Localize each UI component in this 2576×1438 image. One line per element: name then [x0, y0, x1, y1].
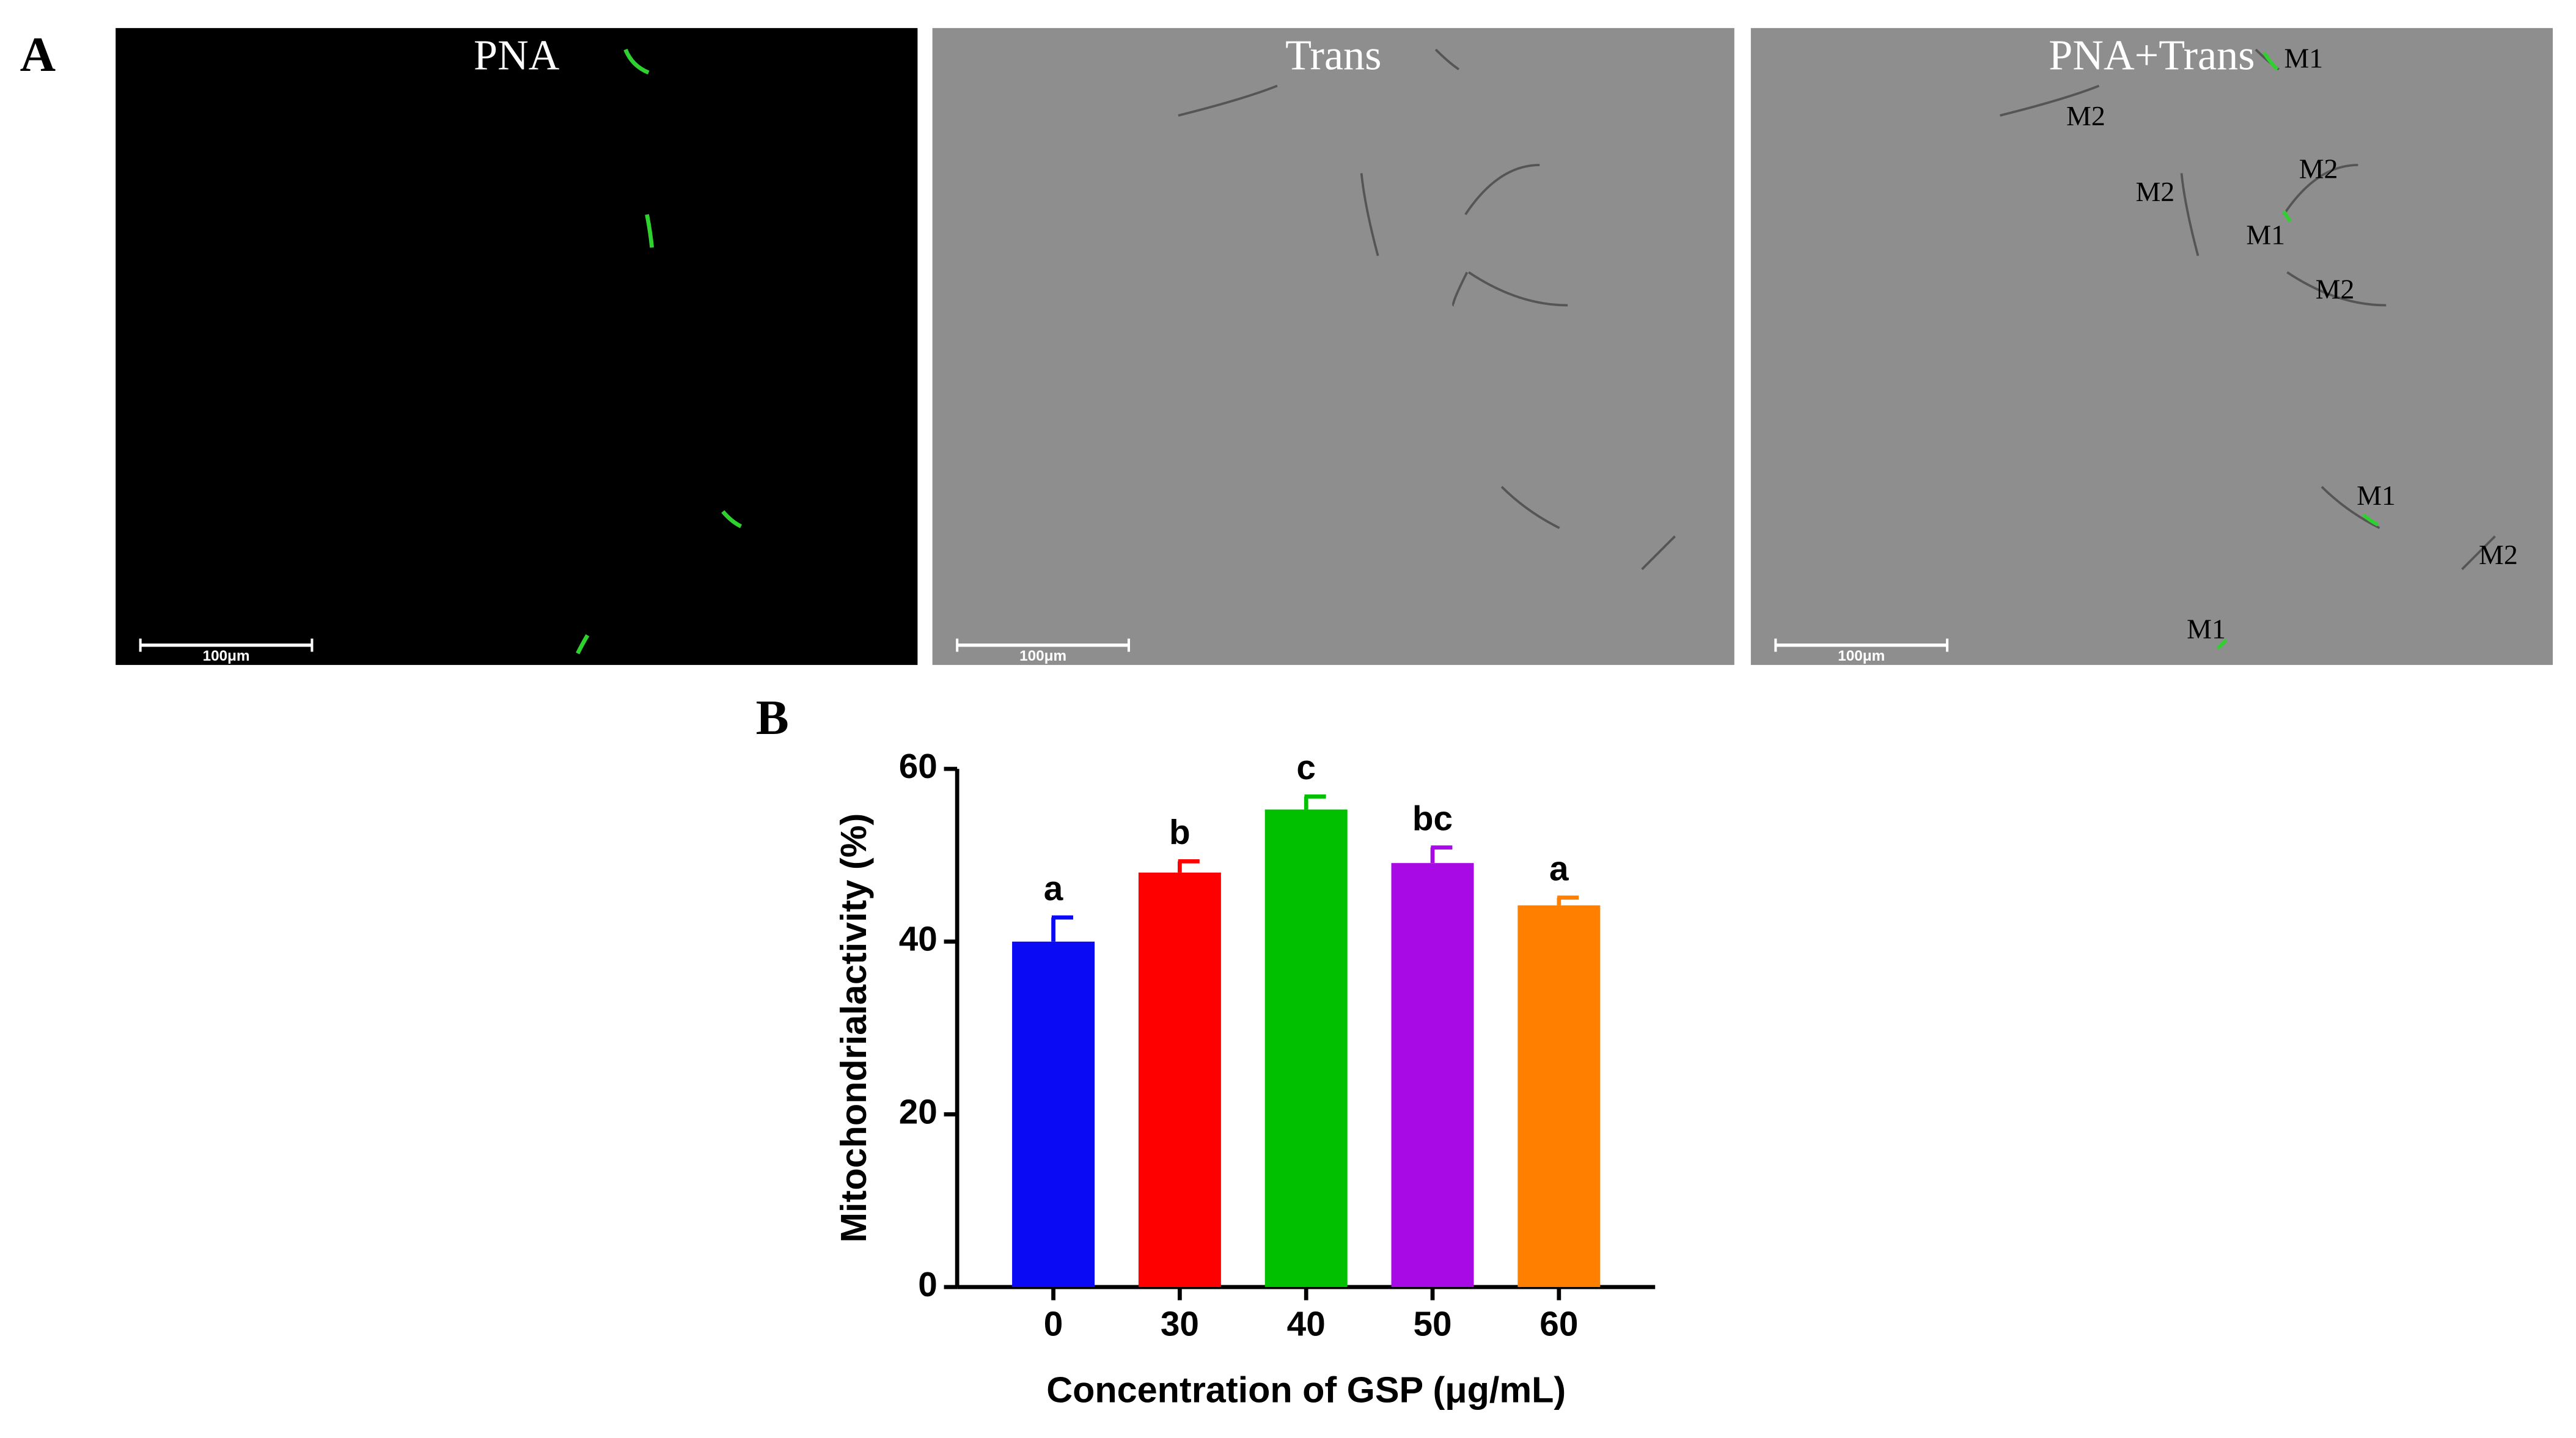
- image-title: PNA+Trans: [2049, 31, 2255, 79]
- annotation: M1: [2284, 42, 2323, 73]
- x-tick-label: 60: [1539, 1305, 1578, 1344]
- bar: [1391, 863, 1474, 1287]
- panel-label: A: [20, 27, 56, 82]
- annotation: M2: [2479, 539, 2518, 570]
- y-tick-label: 40: [899, 920, 938, 959]
- y-tick-label: 60: [899, 747, 938, 786]
- image-title: Trans: [1285, 31, 1381, 79]
- scale-bar-label: 100μm: [1019, 648, 1066, 664]
- significance-label: a: [1044, 870, 1063, 908]
- annotation: M2: [2299, 153, 2338, 184]
- y-axis-label: Mitochondrialactivity (%): [833, 813, 874, 1243]
- significance-label: a: [1549, 849, 1569, 888]
- micrograph: [932, 28, 1734, 666]
- bar: [1264, 809, 1348, 1287]
- error-bar: [1430, 845, 1453, 864]
- scale-bar-label: 100μm: [1838, 648, 1885, 664]
- bar: [1012, 941, 1095, 1287]
- error-bar: [1051, 915, 1073, 942]
- y-tick-label: 0: [918, 1266, 938, 1304]
- bar: [1517, 905, 1601, 1287]
- scale-bar-label: 100μm: [203, 648, 250, 664]
- sperm-fluorescence: [576, 48, 743, 655]
- image-title: PNA: [474, 31, 560, 79]
- error-bar: [1304, 794, 1326, 810]
- panel-label: B: [756, 690, 789, 745]
- micrograph: [116, 28, 918, 666]
- annotation: M2: [2135, 176, 2174, 207]
- x-tick-label: 30: [1161, 1305, 1199, 1344]
- significance-label: c: [1296, 749, 1316, 787]
- annotation: M1: [2187, 614, 2226, 645]
- annotation: M1: [2246, 219, 2285, 250]
- x-tick-label: 50: [1413, 1305, 1451, 1344]
- y-tick-label: 20: [899, 1093, 938, 1131]
- x-axis-label: Concentration of GSP (μg/mL): [1046, 1369, 1566, 1410]
- sperm-fluorescence: [2216, 51, 2379, 650]
- annotation: M2: [2066, 100, 2105, 131]
- significance-label: b: [1169, 813, 1191, 852]
- error-bar: [1557, 895, 1579, 906]
- micrograph: [1750, 28, 2553, 666]
- bar: [1138, 872, 1221, 1287]
- x-tick-label: 0: [1044, 1305, 1063, 1344]
- sperm-outline: [1178, 48, 1676, 570]
- error-bar: [1178, 859, 1200, 873]
- annotation: M1: [2357, 480, 2396, 511]
- significance-label: bc: [1412, 800, 1453, 838]
- annotation: M2: [2316, 273, 2355, 304]
- x-tick-label: 40: [1287, 1305, 1326, 1344]
